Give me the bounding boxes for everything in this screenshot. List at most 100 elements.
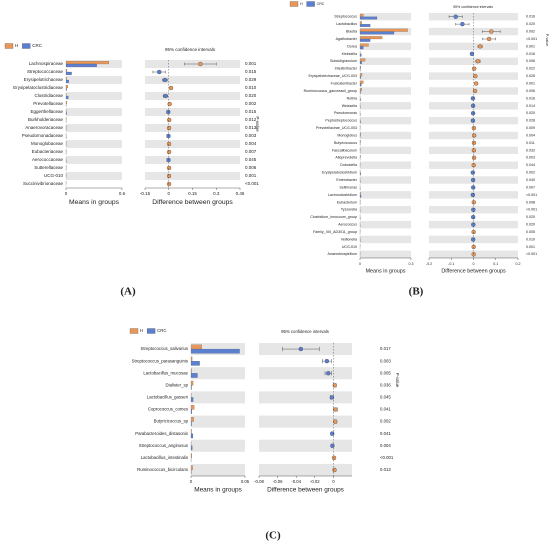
p-value: 0.001 [526, 81, 535, 85]
category-label: Eggerthellaceae [30, 109, 63, 114]
row-stripe [191, 391, 245, 404]
difference-point [472, 133, 477, 138]
difference-point [198, 61, 203, 67]
mean-bar [190, 421, 192, 427]
x-tick-label: 0 [332, 479, 335, 484]
p-value: 0.020 [526, 22, 535, 26]
mean-bar [359, 38, 371, 42]
p-value: 0.006 [526, 59, 535, 63]
p-value: 0.006 [526, 89, 535, 93]
difference-point [471, 185, 476, 190]
row-stripe [66, 76, 122, 84]
difference-point [471, 244, 476, 250]
row-stripe [66, 156, 122, 164]
p-value: 0.005 [380, 370, 391, 375]
difference-point [166, 157, 171, 163]
p-value: 0.007 [245, 149, 257, 154]
mean-bar [359, 61, 362, 65]
mean-bar [65, 87, 67, 91]
difference-point [166, 109, 171, 115]
mean-bar [190, 417, 194, 422]
category-label: Lachnospiraceae [29, 61, 64, 66]
category-label: UCG-010 [44, 173, 64, 178]
mean-bar [190, 453, 192, 458]
row-stripe [145, 124, 240, 132]
x-tick-label: 0.45 [236, 191, 245, 196]
row-stripe [145, 108, 240, 116]
category-label: Ruminococcus_bicirculans [137, 467, 188, 472]
p-value: 0.003 [380, 358, 391, 363]
row-stripe [360, 57, 411, 65]
difference-point [332, 383, 337, 388]
panel-label: (A) [120, 286, 136, 298]
x-tick-label: -0.08 [254, 479, 264, 484]
difference-point [166, 133, 171, 139]
difference-point [470, 170, 475, 175]
category-label: Enterobacter [336, 178, 357, 182]
difference-point [478, 44, 483, 49]
row-stripe [191, 415, 245, 428]
p-value: <0.001 [526, 37, 537, 41]
x-tick-label: 0.3 [213, 191, 220, 196]
difference-point [471, 237, 476, 242]
mean-bar [190, 445, 193, 451]
difference-point [460, 21, 465, 27]
category-label: Succinivibrionaceae [23, 181, 64, 186]
p-value: 0.041 [380, 431, 391, 436]
difference-point [489, 29, 494, 34]
p-value: 0.015 [245, 69, 257, 74]
row-stripe [145, 172, 240, 180]
difference-point [330, 443, 335, 448]
ci-title: 95% confidence intervals [453, 5, 493, 9]
difference-point [471, 200, 476, 205]
category-label: Anaerovoracaceae [25, 125, 63, 130]
category-label: Butyricicoccus [334, 141, 357, 145]
legend-swatch [129, 328, 139, 334]
difference-point [166, 165, 172, 171]
p-value: 0.016 [526, 15, 535, 19]
category-label: Ruminococcus_gauvreauii_group [304, 89, 357, 93]
difference-point [470, 177, 476, 183]
p-value: 0.015 [245, 109, 257, 114]
p-value: 0.013 [245, 125, 257, 130]
difference-point [166, 181, 172, 187]
x-axis-label: Difference between groups [441, 268, 506, 274]
x-tick-label: 0.1 [493, 262, 498, 266]
category-label: Eubacterium [337, 200, 357, 204]
ci-title: 95% confidence intervals [165, 47, 216, 52]
difference-point [333, 407, 338, 412]
p-value: 0.013 [380, 467, 391, 472]
category-label: Alloprevotella [335, 156, 357, 160]
difference-point [333, 419, 338, 424]
category-label: Tyzzerella [341, 208, 357, 212]
row-stripe [191, 463, 245, 476]
difference-point [475, 59, 481, 64]
mean-bar [359, 172, 361, 176]
mean-bar [359, 13, 364, 17]
x-tick-label: 0.05 [241, 479, 250, 484]
category-label: Streptococcus_salivarius [140, 346, 188, 351]
category-label: Faecalibaculum [332, 148, 357, 152]
category-label: Clostridiaceae [34, 93, 63, 98]
mean-bar [359, 28, 408, 32]
difference-point [166, 149, 172, 155]
mean-bar [65, 61, 110, 65]
mean-bar [359, 83, 362, 87]
mean-bar [190, 356, 193, 362]
mean-bar [190, 397, 194, 402]
difference-point [470, 111, 476, 116]
category-label: Erysipelatoclostridium [322, 171, 357, 175]
legend-swatch [289, 1, 299, 7]
category-label: Pseudomonas [334, 111, 357, 115]
mean-bar [65, 69, 68, 73]
row-stripe [145, 76, 240, 84]
p-value: 0.004 [526, 133, 535, 137]
p-value: 0.001 [526, 245, 535, 249]
mean-bar [359, 53, 362, 57]
p-value: 0.001 [245, 173, 257, 178]
category-label: Erysipelotrichaceae [24, 77, 64, 82]
mean-bar [359, 120, 361, 124]
category-label: Blautia [346, 30, 357, 34]
row-stripe [360, 102, 411, 110]
x-tick-label: 0.15 [188, 191, 197, 196]
